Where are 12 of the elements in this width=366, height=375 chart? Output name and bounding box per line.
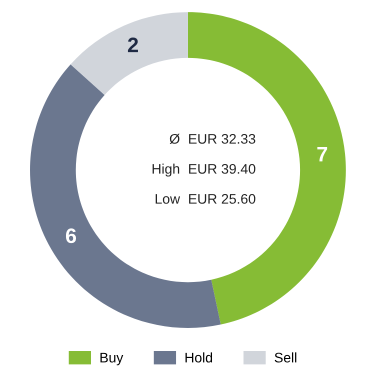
text: EUR 25.60 [189,194,256,204]
legend-label: Hold [186,352,212,363]
legend-label: Buy [100,352,124,366]
legend-label: Sell [274,352,296,363]
data-label: 6 [66,228,76,244]
text: Low [156,194,180,204]
data-label: 2 [128,38,138,52]
text: EUR 39.40 [189,164,256,174]
data-label: 7 [317,147,328,162]
text: Ø [170,134,180,144]
text: High [152,164,180,177]
text: EUR 32.33 [189,134,256,144]
